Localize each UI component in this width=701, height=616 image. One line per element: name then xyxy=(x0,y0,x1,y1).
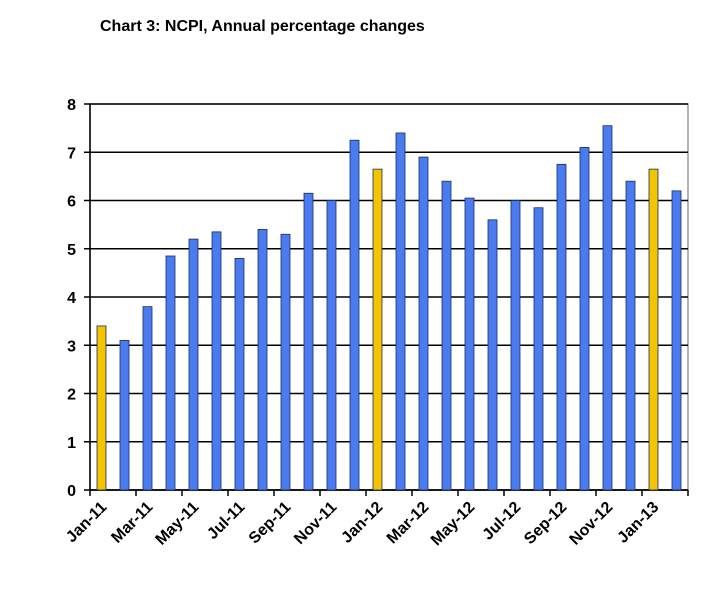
bar xyxy=(119,340,130,491)
x-tick-label: Nov-11 xyxy=(291,499,340,548)
bar xyxy=(648,168,659,491)
x-tick-label: Jul-11 xyxy=(204,499,248,543)
bar xyxy=(441,180,452,491)
bar xyxy=(165,255,176,491)
bar xyxy=(395,132,406,491)
bar xyxy=(188,238,199,491)
x-tick-label: May-12 xyxy=(428,499,478,549)
bar xyxy=(326,200,337,491)
x-tick-label: Sep-12 xyxy=(521,499,570,548)
bar xyxy=(579,147,590,491)
y-tick-label: 2 xyxy=(67,387,76,404)
y-tick-label: 7 xyxy=(67,145,76,162)
bar xyxy=(625,180,636,491)
bar xyxy=(556,163,567,491)
y-tick-label: 1 xyxy=(67,435,76,452)
y-tick-label: 8 xyxy=(67,97,76,114)
y-tick-label: 4 xyxy=(67,290,76,307)
bar xyxy=(671,190,682,491)
bar xyxy=(280,233,291,491)
x-tick-label: Mar-11 xyxy=(108,499,156,547)
bar xyxy=(602,125,613,491)
bar xyxy=(372,168,383,491)
x-tick-label: Jul-12 xyxy=(480,499,525,544)
x-tick-label: Jan-13 xyxy=(614,499,662,547)
bar xyxy=(234,257,245,491)
bar xyxy=(142,306,153,491)
x-tick-label: Mar-12 xyxy=(384,499,433,548)
x-tick-label: Sep-11 xyxy=(246,499,295,548)
y-tick-label: 5 xyxy=(67,242,76,259)
bar xyxy=(303,192,314,491)
bar xyxy=(418,156,429,491)
x-tick-label: May-11 xyxy=(153,499,203,549)
y-tick-label: 6 xyxy=(67,194,76,211)
bar xyxy=(211,231,222,491)
bar xyxy=(510,200,521,491)
bar xyxy=(464,197,475,491)
bar xyxy=(487,219,498,491)
x-tick-label: Nov-12 xyxy=(567,499,617,549)
bar xyxy=(349,139,360,491)
bar xyxy=(257,229,268,491)
x-tick-label: Jan-11 xyxy=(63,499,110,546)
y-tick-label: 0 xyxy=(67,483,76,500)
x-tick-label: Jan-12 xyxy=(338,499,386,547)
chart-title: Chart 3: NCPI, Annual percentage changes xyxy=(100,18,425,35)
y-tick-label: 3 xyxy=(67,338,76,355)
bar xyxy=(533,207,544,491)
bar xyxy=(96,325,107,491)
